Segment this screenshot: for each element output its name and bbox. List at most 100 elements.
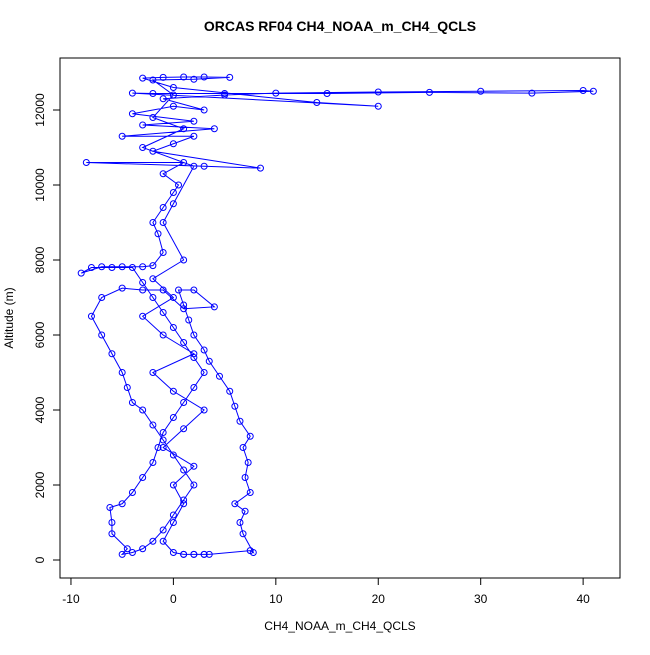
data-point [98, 263, 106, 271]
y-tick-label: 4000 [33, 396, 47, 423]
data-point [231, 402, 239, 410]
data-point [236, 417, 244, 425]
data-point [159, 249, 167, 257]
data-point [169, 324, 177, 332]
y-tick-label: 0 [33, 556, 47, 563]
data-point [169, 84, 177, 92]
data-point [169, 102, 177, 110]
data-point [169, 511, 177, 519]
data-point [180, 496, 188, 504]
data-point [159, 331, 167, 339]
data-point [190, 384, 198, 392]
data-point [244, 459, 252, 467]
data-point [87, 312, 95, 320]
data-point [323, 90, 331, 98]
data-point [180, 550, 188, 558]
data-point [87, 264, 95, 272]
data-point [205, 357, 213, 365]
data-point [180, 256, 188, 264]
data-point [477, 87, 485, 95]
data-point [200, 550, 208, 558]
data-point [205, 550, 213, 558]
data-point [169, 549, 177, 557]
data-point [139, 263, 147, 271]
data-point [241, 507, 249, 515]
data-point [159, 526, 167, 534]
data-point [159, 444, 167, 452]
data-point [249, 549, 257, 557]
data-point [149, 219, 157, 227]
data-point [200, 406, 208, 414]
data-point [246, 432, 254, 440]
data-point [149, 369, 157, 377]
data-point [77, 269, 85, 277]
y-tick-label: 2000 [33, 471, 47, 498]
data-point [231, 500, 239, 508]
data-point [106, 504, 114, 512]
data-point [180, 301, 188, 309]
data-point [210, 303, 218, 311]
data-point [149, 114, 157, 122]
x-tick-label: 10 [269, 592, 283, 606]
y-tick-label: 12000 [33, 93, 47, 127]
data-point [200, 346, 208, 354]
data-point [175, 286, 183, 294]
y-tick-label: 10000 [33, 168, 47, 202]
y-axis-label: Altitude (m) [2, 287, 16, 348]
x-tick-label: 30 [474, 592, 488, 606]
data-point [200, 106, 208, 114]
data-point [139, 545, 147, 553]
x-tick-label: 0 [170, 592, 177, 606]
data-point [190, 75, 198, 83]
data-point [139, 406, 147, 414]
data-point [180, 159, 188, 167]
data-point [139, 312, 147, 320]
data-point [128, 264, 136, 272]
data-point [149, 294, 157, 302]
data-point [149, 275, 157, 283]
data-point [98, 331, 106, 339]
x-tick-label: -10 [62, 592, 80, 606]
data-point [169, 91, 177, 99]
data-point [169, 140, 177, 148]
data-point [128, 110, 136, 118]
x-axis-label: CH4_NOAA_m_CH4_QCLS [264, 619, 415, 633]
data-point [190, 117, 198, 125]
data-point [169, 414, 177, 422]
data-point [118, 132, 126, 140]
data-point [128, 89, 136, 97]
data-point [82, 159, 90, 167]
data-point [159, 436, 167, 444]
data-point [180, 425, 188, 433]
data-point [128, 399, 136, 407]
data-point [159, 170, 167, 178]
data-point [190, 481, 198, 489]
data-point [128, 549, 136, 557]
data-point [139, 144, 147, 152]
data-point [226, 387, 234, 395]
data-point [169, 481, 177, 489]
data-point [154, 444, 162, 452]
data-point [149, 147, 157, 155]
data-point [210, 125, 218, 133]
chart-title: ORCAS RF04 CH4_NOAA_m_CH4_QCLS [204, 18, 476, 34]
data-point [579, 87, 587, 95]
data-point [159, 95, 167, 103]
data-point [118, 284, 126, 292]
data-point [159, 219, 167, 227]
data-point [180, 399, 188, 407]
data-point [154, 230, 162, 238]
data-point [139, 474, 147, 482]
data-point [528, 89, 536, 97]
data-point [123, 384, 131, 392]
x-tick-label: 20 [372, 592, 386, 606]
data-point [149, 421, 157, 429]
data-point [169, 200, 177, 208]
data-point [180, 466, 188, 474]
data-point [246, 489, 254, 497]
data-point [226, 73, 234, 81]
data-point [190, 354, 198, 362]
data-point [180, 305, 188, 313]
data-point [159, 286, 167, 294]
